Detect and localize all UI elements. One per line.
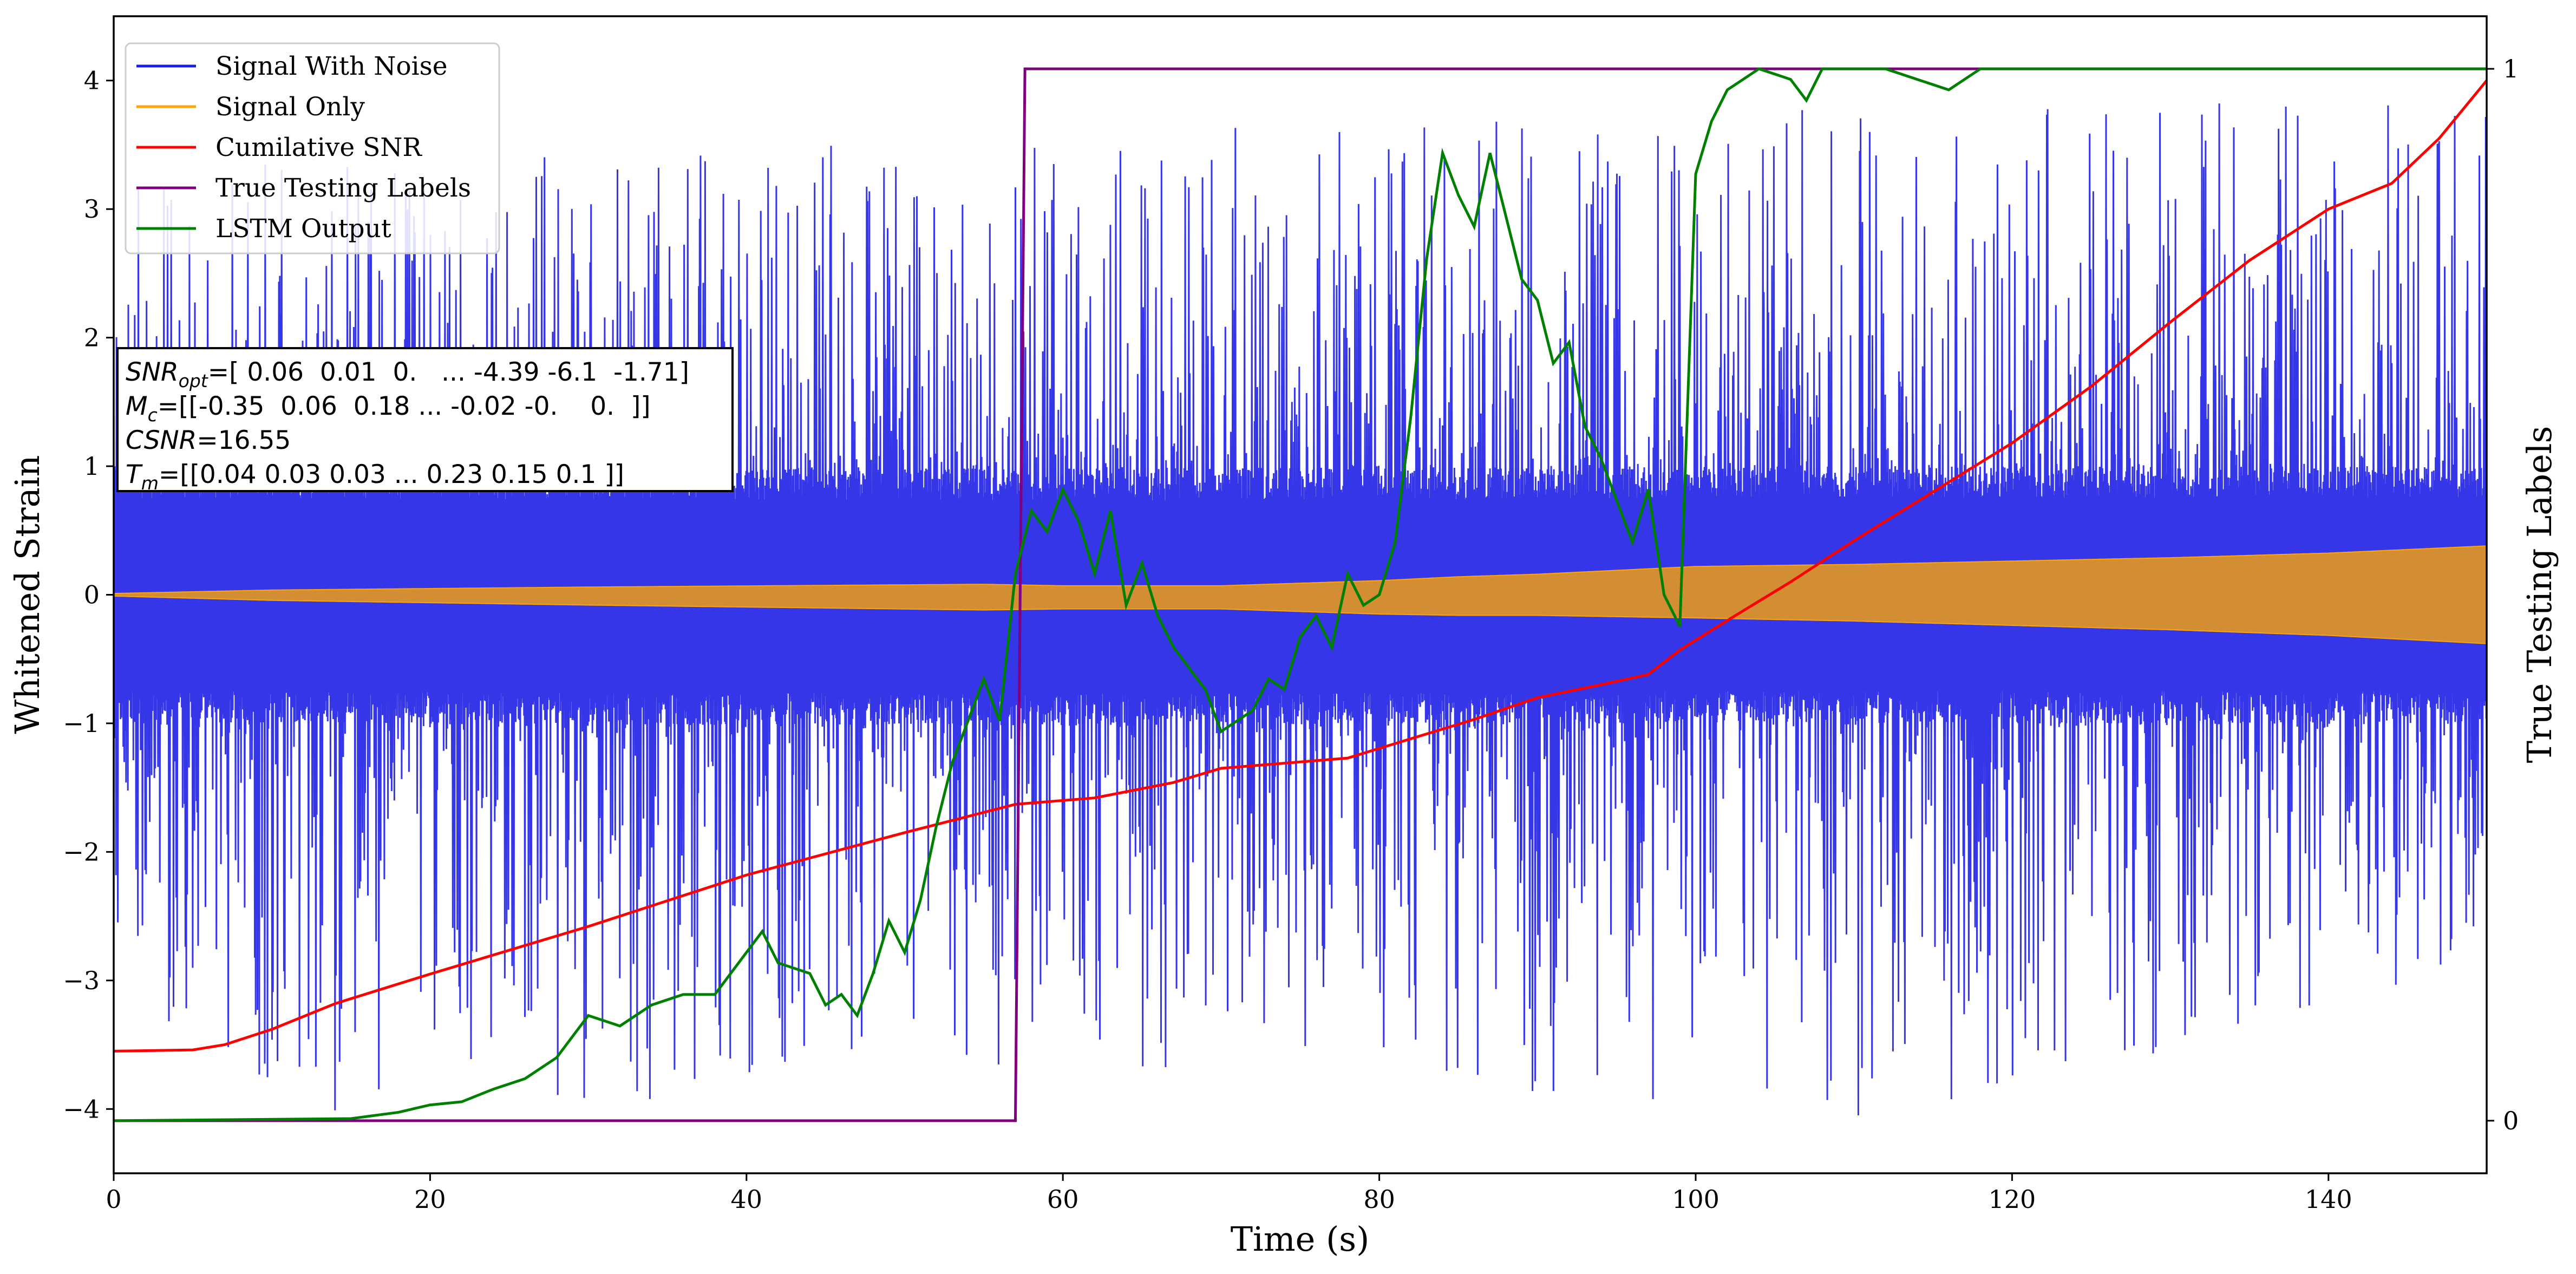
y-tick-label: 3 [84, 194, 100, 224]
annotation-frame [116, 347, 734, 492]
annotation-line-mc-value: =[[-0.35 0.06 0.18 ... -0.02 -0. 0. ]] [158, 391, 651, 421]
series-line-signal-only [114, 545, 2487, 644]
annotation-line-snr-opt-value: =[ 0.06 0.01 0. ... -4.39 -6.1 -1.71] [208, 357, 689, 387]
x-tick-label: 120 [1988, 1185, 2036, 1214]
annotation-line-snr-opt: SNRopt=[ 0.06 0.01 0. ... -4.39 -6.1 -1.… [126, 357, 689, 391]
annotation-line-csnr: CSNR=16.55 [126, 426, 291, 455]
annotation-line-snr-opt-sub: opt [179, 370, 208, 391]
annotation-line-tm: Tm=[[0.04 0.03 0.03 ... 0.23 0.15 0.1 ]] [126, 460, 624, 494]
legend-label-cumilative-snr: Cumilative SNR [215, 133, 422, 162]
legend: Signal With Noise Signal Only Cumilative… [125, 42, 500, 254]
series-line-true-testing-labels [114, 67, 2487, 1122]
series-line-lstm-output [114, 67, 2487, 1122]
annotation-line-mc-label: M [126, 391, 148, 421]
y-tick-label: 2 [84, 323, 100, 352]
x-tick-label: 60 [1047, 1185, 1079, 1214]
annotation-line-csnr-label: CSNR [126, 426, 197, 455]
legend-label-signal-only: Signal Only [215, 92, 365, 122]
y-tick-label: 4 [84, 66, 100, 95]
legend-label-true-testing-labels: True Testing Labels [215, 173, 471, 203]
annotation-line-tm-value: =[[0.04 0.03 0.03 ... 0.23 0.15 0.1 ]] [159, 460, 624, 489]
plot-area [114, 67, 2487, 1122]
x-axis-label: Time (s) [1231, 1219, 1370, 1259]
x-tick-label: 0 [106, 1185, 121, 1214]
x-tick-label: 80 [1363, 1185, 1395, 1214]
annotation-line-mc-sub: c [148, 404, 158, 426]
annotation-line-csnr-value: =16.55 [197, 426, 291, 455]
y-tick-label: −3 [63, 966, 100, 995]
annotation-line-tm-label: T [126, 460, 143, 489]
y-tick-label: 0 [84, 580, 100, 610]
y-tick-label: −4 [63, 1094, 100, 1123]
y2-tick-label: 0 [2503, 1106, 2519, 1135]
legend-box [125, 42, 500, 254]
y2-tick-label: 1 [2503, 54, 2519, 83]
annotation-line-snr-opt-label: SNR [126, 357, 179, 387]
x-tick-label: 20 [414, 1185, 446, 1214]
y2-axis-label: True Testing Labels [2520, 426, 2559, 763]
x-tick-label: 40 [731, 1185, 763, 1214]
legend-label-lstm-output: LSTM Output [215, 214, 391, 244]
x-tick-label: 140 [2305, 1185, 2352, 1214]
y-tick-label: 1 [84, 452, 100, 481]
annotation-line-tm-sub: m [141, 473, 159, 494]
x-tick-label: 100 [1672, 1185, 1719, 1214]
series-line-cumilative-snr [114, 80, 2487, 1053]
legend-label-signal-with-noise: Signal With Noise [215, 51, 448, 81]
annotation-line-mc: Mc=[[-0.35 0.06 0.18 ... -0.02 -0. 0. ]] [126, 391, 651, 426]
y-tick-label: −1 [63, 709, 100, 738]
y-tick-label: −2 [63, 837, 100, 866]
annotation-box: SNRopt=[ 0.06 0.01 0. ... -4.39 -6.1 -1.… [116, 347, 734, 494]
y-axis-label: Whitened Strain [8, 455, 47, 734]
